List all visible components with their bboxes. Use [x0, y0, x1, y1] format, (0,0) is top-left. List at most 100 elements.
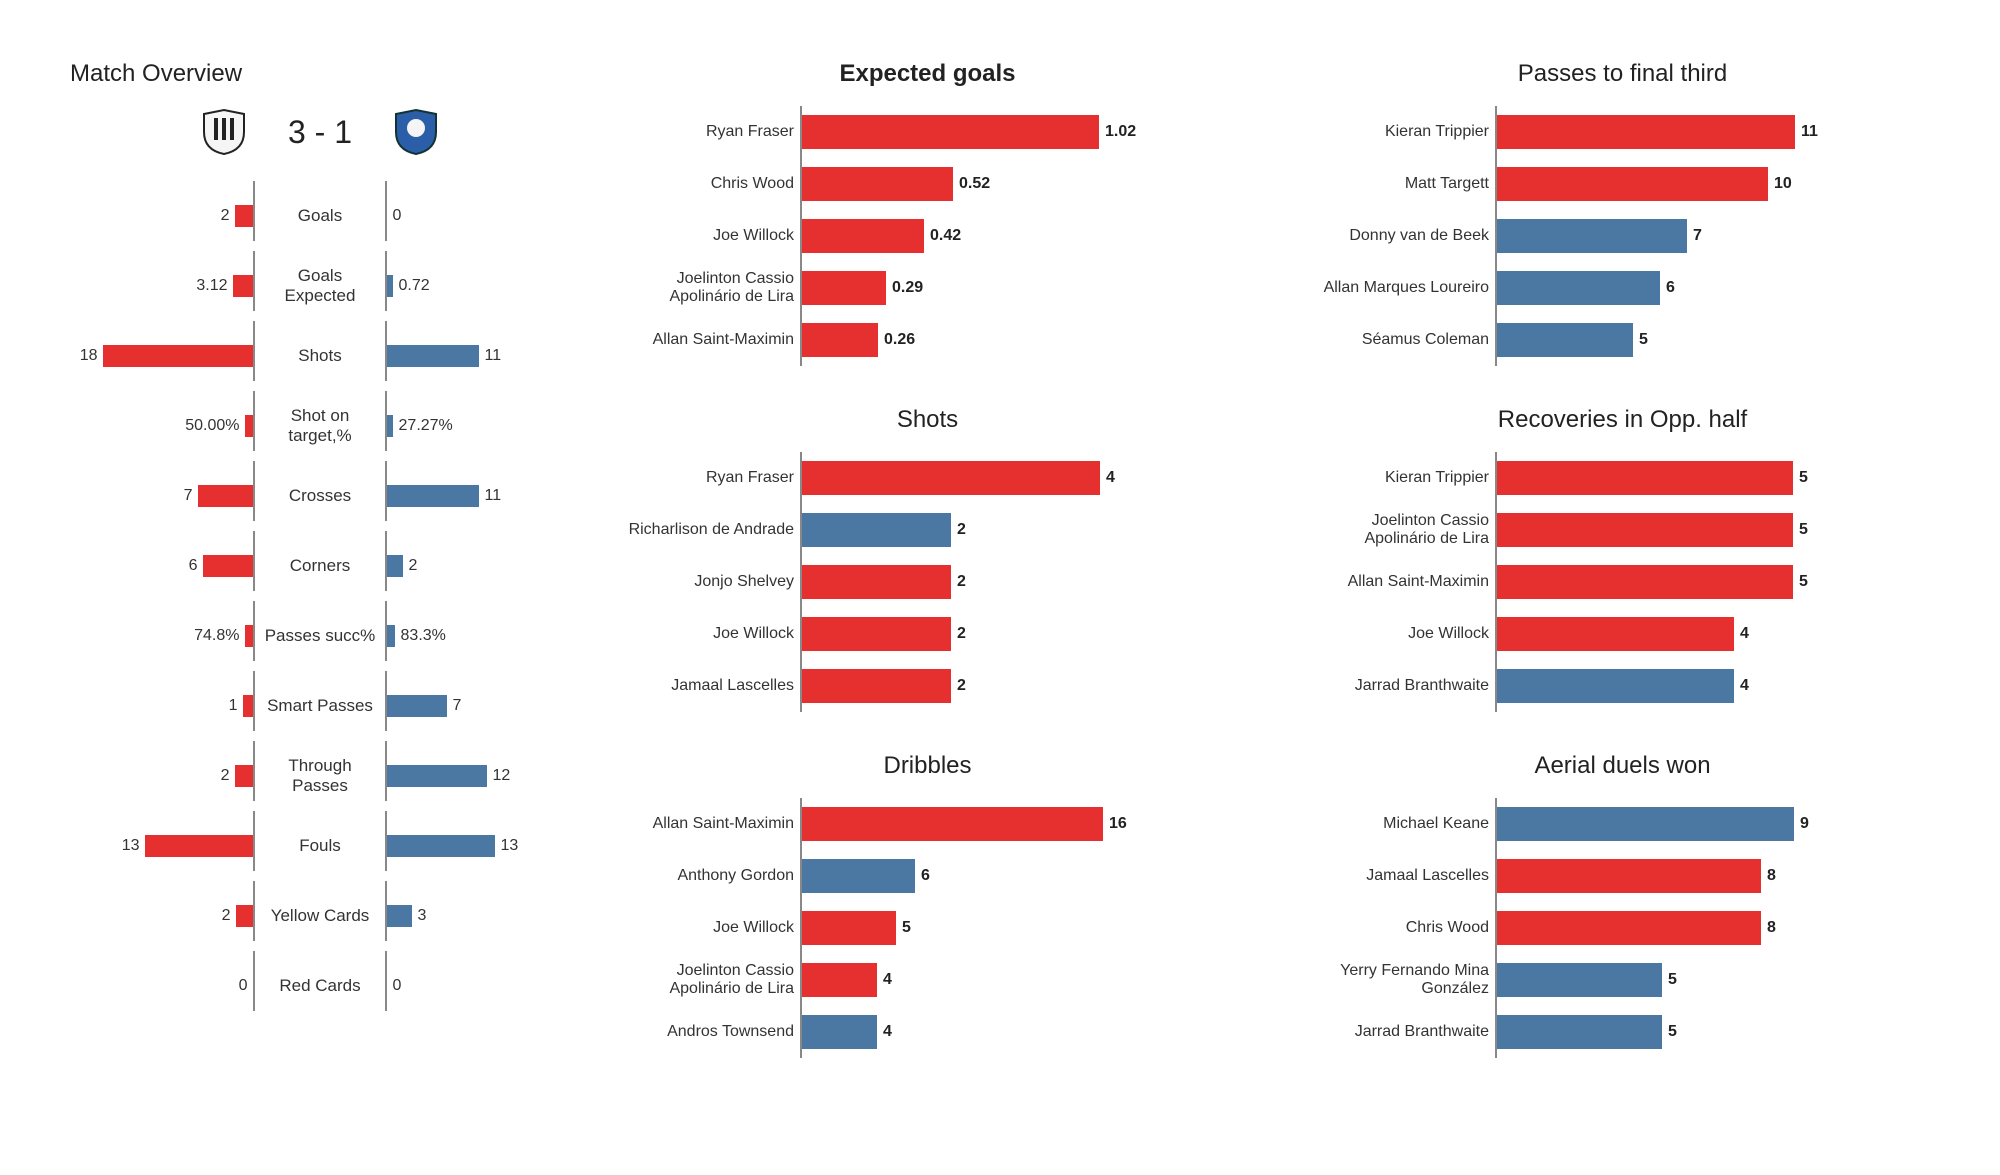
- overview-home-bar: [245, 415, 253, 437]
- overview-away-side: 11: [387, 345, 570, 367]
- overview-stat-label: Corners: [255, 556, 384, 576]
- overview-title: Match Overview: [70, 60, 570, 88]
- stat-bar-wrap: 4: [802, 1006, 1245, 1058]
- stat-bar: [1497, 323, 1633, 357]
- overview-away-value: 83.3%: [401, 627, 446, 645]
- overview-stat-row: 0Red Cards0: [70, 951, 570, 1021]
- stat-bar-value: 4: [883, 1023, 892, 1041]
- overview-home-side: 2: [70, 205, 253, 227]
- home-badge-icon: [200, 108, 248, 156]
- stat-bar-wrap: 6: [1497, 262, 1940, 314]
- stat-bar-value: 0.29: [892, 279, 923, 297]
- overview-stat-label: Goals Expected: [255, 266, 384, 307]
- stat-bar-wrap: 4: [802, 452, 1245, 504]
- overview-away-bar: [387, 905, 412, 927]
- stat-bar-wrap: 5: [1497, 314, 1940, 366]
- stat-chart: Passes to final thirdKieran Trippier11Ma…: [1305, 60, 1940, 366]
- overview-home-value: 50.00%: [185, 417, 239, 435]
- overview-home-side: 3.12: [70, 275, 253, 297]
- overview-home-value: 0: [239, 977, 248, 995]
- stat-bar: [1497, 963, 1662, 997]
- stat-bar-value: 2: [957, 625, 966, 643]
- overview-home-value: 13: [122, 837, 140, 855]
- stat-bar: [802, 323, 878, 357]
- stat-bar: [1497, 461, 1793, 495]
- stat-chart-row: Joelinton Cassio Apolinário de Lira5: [1305, 504, 1940, 556]
- overview-away-value: 11: [485, 347, 502, 365]
- stat-chart-title: Dribbles: [610, 752, 1245, 780]
- stat-player-name: Joe Willock: [610, 625, 800, 643]
- overview-home-side: 2: [70, 765, 253, 787]
- stat-player-name: Ryan Fraser: [610, 469, 800, 487]
- stat-bar-wrap: 4: [802, 954, 1245, 1006]
- stat-player-name: Allan Saint-Maximin: [610, 331, 800, 349]
- overview-home-bar: [145, 835, 253, 857]
- overview-away-side: 12: [387, 765, 570, 787]
- stat-bar-value: 4: [1740, 625, 1749, 643]
- stat-bar-value: 16: [1109, 815, 1127, 833]
- stat-bar-value: 2: [957, 521, 966, 539]
- stat-bar-wrap: 2: [802, 660, 1245, 712]
- overview-away-side: 13: [387, 835, 570, 857]
- stat-bar-value: 4: [1740, 677, 1749, 695]
- overview-home-side: 50.00%: [70, 415, 253, 437]
- overview-home-value: 2: [221, 767, 230, 785]
- overview-away-side: 0: [387, 205, 570, 227]
- overview-home-bar: [236, 905, 253, 927]
- stat-bar-value: 5: [1799, 521, 1808, 539]
- stat-bar: [802, 911, 896, 945]
- overview-home-side: 74.8%: [70, 625, 253, 647]
- stat-bar: [802, 617, 951, 651]
- overview-home-side: 7: [70, 485, 253, 507]
- stat-chart-row: Yerry Fernando Mina González5: [1305, 954, 1940, 1006]
- stat-chart-title: Recoveries in Opp. half: [1305, 406, 1940, 434]
- overview-away-side: 11: [387, 485, 570, 507]
- stat-bar: [802, 859, 915, 893]
- stat-chart-row: Richarlison de Andrade2: [610, 504, 1245, 556]
- overview-stat-row: 13Fouls13: [70, 811, 570, 881]
- stat-bar-wrap: 0.52: [802, 158, 1245, 210]
- stat-column-left: Expected goalsRyan Fraser1.02Chris Wood0…: [610, 60, 1245, 1058]
- overview-away-value: 13: [501, 837, 519, 855]
- overview-home-bar: [235, 205, 253, 227]
- overview-away-bar: [387, 275, 393, 297]
- match-overview-panel: Match Overview 3 - 1 2Goals03.12Goals Ex…: [70, 60, 570, 1058]
- stat-bar-value: 5: [1668, 1023, 1677, 1041]
- stat-chart-row: Michael Keane9: [1305, 798, 1940, 850]
- stat-player-name: Donny van de Beek: [1305, 227, 1495, 245]
- stat-bar-wrap: 7: [1497, 210, 1940, 262]
- stat-chart-row: Allan Saint-Maximin0.26: [610, 314, 1245, 366]
- stat-chart-row: Ryan Fraser4: [610, 452, 1245, 504]
- stat-bar: [1497, 115, 1795, 149]
- stat-bar-value: 7: [1693, 227, 1702, 245]
- stat-bar-wrap: 5: [1497, 954, 1940, 1006]
- stat-chart: Recoveries in Opp. half Kieran Trippier5J…: [1305, 406, 1940, 712]
- overview-stat-row: 6Corners2: [70, 531, 570, 601]
- stat-chart-row: Joe Willock5: [610, 902, 1245, 954]
- overview-away-bar: [387, 345, 479, 367]
- stat-bar-wrap: 0.29: [802, 262, 1245, 314]
- overview-home-side: 2: [70, 905, 253, 927]
- overview-home-value: 2: [222, 907, 231, 925]
- stat-player-name: Matt Targett: [1305, 175, 1495, 193]
- stat-bar-wrap: 4: [1497, 660, 1940, 712]
- overview-away-value: 7: [453, 697, 462, 715]
- overview-home-side: 13: [70, 835, 253, 857]
- stat-player-name: Joe Willock: [610, 919, 800, 937]
- stat-bar: [1497, 565, 1793, 599]
- stat-bar-wrap: 5: [1497, 504, 1940, 556]
- overview-stat-label: Crosses: [255, 486, 384, 506]
- stat-bar-wrap: 0.42: [802, 210, 1245, 262]
- stat-bar-value: 11: [1801, 123, 1818, 141]
- stat-player-name: Chris Wood: [610, 175, 800, 193]
- stat-player-name: Séamus Coleman: [1305, 331, 1495, 349]
- stat-player-name: Jonjo Shelvey: [610, 573, 800, 591]
- overview-home-bar: [103, 345, 253, 367]
- stat-chart-row: Joelinton Cassio Apolinário de Lira0.29: [610, 262, 1245, 314]
- stat-chart-title: Passes to final third: [1305, 60, 1940, 88]
- stat-chart-row: Kieran Trippier5: [1305, 452, 1940, 504]
- overview-away-bar: [387, 765, 487, 787]
- stat-player-name: Jamaal Lascelles: [1305, 867, 1495, 885]
- stat-bar-wrap: 16: [802, 798, 1245, 850]
- overview-stat-row: 2Through Passes12: [70, 741, 570, 811]
